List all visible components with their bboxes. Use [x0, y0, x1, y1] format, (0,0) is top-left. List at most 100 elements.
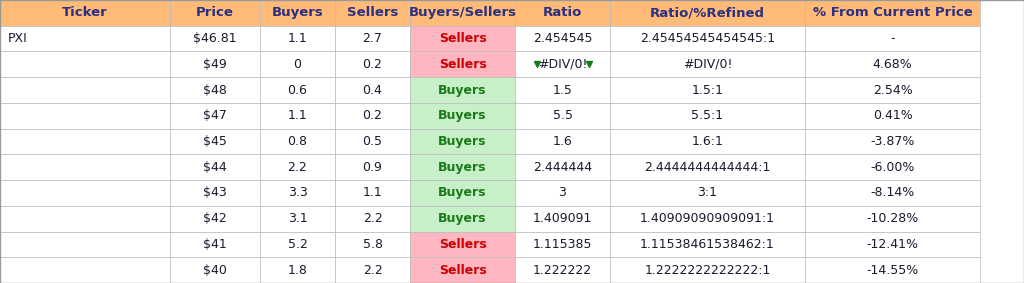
- Bar: [260, 77, 335, 103]
- Text: $41: $41: [203, 238, 227, 251]
- Bar: [515, 129, 610, 154]
- Bar: [170, 0, 260, 26]
- Bar: [410, 154, 515, 180]
- Bar: [610, 206, 805, 231]
- Bar: [515, 77, 610, 103]
- Text: Buyers: Buyers: [438, 135, 486, 148]
- Bar: [805, 52, 980, 77]
- Text: 1.6: 1.6: [553, 135, 572, 148]
- Text: 0.8: 0.8: [288, 135, 307, 148]
- Bar: [260, 129, 335, 154]
- Bar: [610, 129, 805, 154]
- Text: 0.2: 0.2: [362, 58, 382, 71]
- Text: Sellers: Sellers: [347, 6, 398, 19]
- Bar: [335, 52, 410, 77]
- Bar: [170, 52, 260, 77]
- Text: % From Current Price: % From Current Price: [813, 6, 973, 19]
- Text: 5.8: 5.8: [362, 238, 383, 251]
- Text: 2.54%: 2.54%: [872, 83, 912, 97]
- Bar: [805, 77, 980, 103]
- Text: Buyers: Buyers: [438, 186, 486, 200]
- Text: $47: $47: [203, 109, 227, 122]
- Bar: [410, 0, 515, 26]
- Bar: [335, 180, 410, 206]
- Text: 2.2: 2.2: [362, 264, 382, 277]
- Text: $49: $49: [203, 58, 227, 71]
- Text: 1.11538461538462:1: 1.11538461538462:1: [640, 238, 775, 251]
- Text: 0.9: 0.9: [362, 161, 382, 174]
- Bar: [260, 180, 335, 206]
- Text: Buyers: Buyers: [438, 83, 486, 97]
- Bar: [335, 0, 410, 26]
- Bar: [610, 26, 805, 52]
- Bar: [610, 103, 805, 129]
- Bar: [0, 77, 170, 103]
- Bar: [0, 103, 170, 129]
- Text: 1.1: 1.1: [288, 109, 307, 122]
- Text: 3.1: 3.1: [288, 212, 307, 225]
- Text: $42: $42: [203, 212, 227, 225]
- Bar: [610, 257, 805, 283]
- Text: 3.3: 3.3: [288, 186, 307, 200]
- Bar: [805, 206, 980, 231]
- Text: Sellers: Sellers: [438, 58, 486, 71]
- Text: 5.5: 5.5: [553, 109, 572, 122]
- Text: Sellers: Sellers: [438, 264, 486, 277]
- Text: Buyers: Buyers: [438, 109, 486, 122]
- Bar: [260, 103, 335, 129]
- Bar: [260, 154, 335, 180]
- Bar: [260, 231, 335, 257]
- Bar: [0, 52, 170, 77]
- Text: -12.41%: -12.41%: [866, 238, 919, 251]
- Text: 1.6:1: 1.6:1: [691, 135, 723, 148]
- Bar: [610, 77, 805, 103]
- Bar: [0, 129, 170, 154]
- Text: 5.5:1: 5.5:1: [691, 109, 724, 122]
- Bar: [610, 231, 805, 257]
- Bar: [170, 154, 260, 180]
- Bar: [335, 154, 410, 180]
- Bar: [410, 257, 515, 283]
- Text: -6.00%: -6.00%: [870, 161, 914, 174]
- Bar: [0, 180, 170, 206]
- Bar: [170, 206, 260, 231]
- Bar: [0, 26, 170, 52]
- Text: 0: 0: [294, 58, 301, 71]
- Text: 1.2222222222222:1: 1.2222222222222:1: [644, 264, 771, 277]
- Text: PXI: PXI: [8, 32, 28, 45]
- Text: 1.222222: 1.222222: [532, 264, 592, 277]
- Bar: [260, 0, 335, 26]
- Text: 1.5:1: 1.5:1: [691, 83, 724, 97]
- Bar: [515, 206, 610, 231]
- Bar: [170, 129, 260, 154]
- Text: 2.45454545454545:1: 2.45454545454545:1: [640, 32, 775, 45]
- Bar: [170, 77, 260, 103]
- Text: 3: 3: [558, 186, 566, 200]
- Bar: [0, 206, 170, 231]
- Bar: [170, 103, 260, 129]
- Text: 1.1: 1.1: [288, 32, 307, 45]
- Bar: [515, 26, 610, 52]
- Bar: [805, 103, 980, 129]
- Bar: [610, 154, 805, 180]
- Text: 4.68%: 4.68%: [872, 58, 912, 71]
- Text: -14.55%: -14.55%: [866, 264, 919, 277]
- Bar: [515, 257, 610, 283]
- Text: 2.2: 2.2: [288, 161, 307, 174]
- Text: Ratio: Ratio: [543, 6, 583, 19]
- Text: Ratio/%Refined: Ratio/%Refined: [650, 6, 765, 19]
- Bar: [805, 231, 980, 257]
- Text: Price: Price: [196, 6, 233, 19]
- Bar: [805, 129, 980, 154]
- Bar: [410, 77, 515, 103]
- Bar: [515, 0, 610, 26]
- Bar: [0, 257, 170, 283]
- Text: -3.87%: -3.87%: [870, 135, 914, 148]
- Bar: [410, 103, 515, 129]
- Bar: [170, 257, 260, 283]
- Text: 3:1: 3:1: [697, 186, 718, 200]
- Bar: [515, 52, 610, 77]
- Text: 0.5: 0.5: [362, 135, 383, 148]
- Bar: [0, 154, 170, 180]
- Bar: [335, 129, 410, 154]
